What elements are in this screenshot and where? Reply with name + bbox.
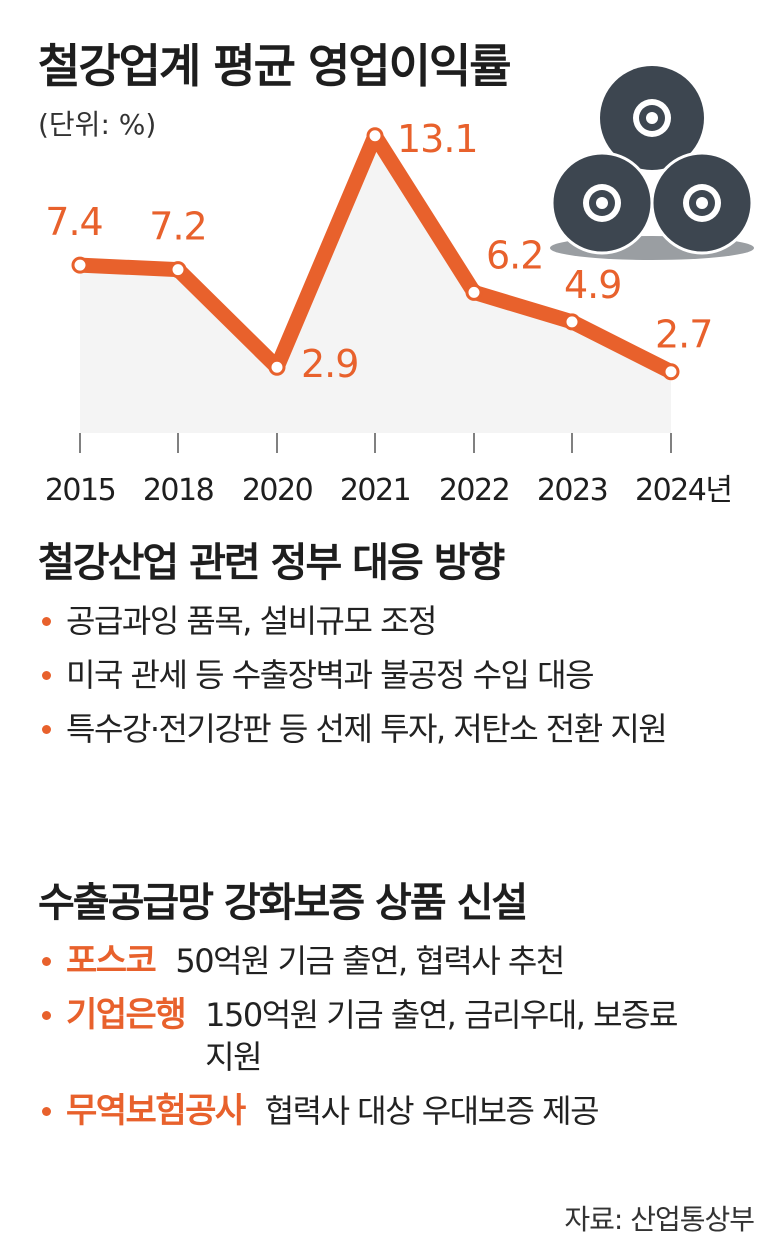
- x-tick-label: 2022: [439, 473, 509, 508]
- value-label: 6.2: [486, 233, 543, 277]
- x-tick-label: 2018: [143, 473, 214, 508]
- org-name: 무역보험공사: [66, 1091, 246, 1131]
- steel-coils-icon: [550, 66, 754, 260]
- x-tick-lines: [79, 433, 672, 453]
- policy-section-title: 철강산업 관련 정부 대응 방향: [38, 540, 505, 586]
- x-tick-label: 2020: [242, 473, 313, 508]
- data-point: [169, 261, 187, 279]
- guarantee-item: 무역보험공사 협력사 대상 우대보증 제공: [38, 1090, 758, 1132]
- chart-area-fill: [80, 135, 671, 433]
- coil-left: [550, 151, 654, 255]
- x-tick-label: 2021: [340, 473, 410, 508]
- x-tick-label: 2024년: [635, 473, 731, 508]
- org-name: 기업은행: [66, 995, 187, 1035]
- data-point: [662, 363, 680, 381]
- guarantee-section: 수출공급망 강화보증 상품 신설 포스코 50억원 기금 출연, 협력사 추천 …: [38, 870, 758, 1132]
- guarantee-item: 포스코 50억원 기금 출연, 협력사 추천: [38, 940, 758, 982]
- value-label: 4.9: [564, 263, 621, 307]
- org-description: 50억원 기금 출연, 협력사 추천: [175, 942, 565, 980]
- policy-item: 공급과잉 품목, 설비규모 조정: [38, 600, 758, 642]
- coil-right: [650, 151, 754, 255]
- coil-top: [600, 66, 704, 170]
- value-label: 2.7: [655, 313, 712, 357]
- source-note: 자료: 산업통상부: [564, 1203, 755, 1236]
- guarantee-item: 기업은행 150억원 기금 출연, 금리우대, 보증료 지원: [38, 994, 758, 1078]
- guarantee-section-title: 수출공급망 강화보증 상품 신설: [38, 880, 528, 926]
- value-label: 7.2: [149, 205, 206, 249]
- unit-label: (단위: %): [38, 108, 157, 141]
- data-point: [268, 358, 286, 376]
- data-point: [366, 127, 384, 145]
- policy-list: 공급과잉 품목, 설비규모 조정 미국 관세 등 수출장벽과 불공정 수입 대응…: [38, 600, 758, 750]
- x-tick-label: 2015: [45, 473, 115, 508]
- data-point: [465, 283, 483, 301]
- policy-item: 특수강·전기강판 등 선제 투자, 저탄소 전환 지원: [38, 708, 758, 750]
- data-point: [71, 256, 89, 274]
- value-label: 2.9: [301, 342, 358, 386]
- policy-section: 철강산업 관련 정부 대응 방향 공급과잉 품목, 설비규모 조정 미국 관세 …: [38, 530, 758, 750]
- x-tick-label: 2023: [537, 473, 607, 508]
- data-point: [563, 313, 581, 331]
- value-label: 13.1: [397, 117, 478, 161]
- value-label: 7.4: [45, 200, 102, 244]
- guarantee-list: 포스코 50억원 기금 출연, 협력사 추천 기업은행 150억원 기금 출연,…: [38, 940, 758, 1132]
- line-chart: 7.4 7.2 2.9 13.1 6.2 4.9 2.7 2015 2018 2020 2021 2…: [45, 66, 754, 508]
- policy-item: 미국 관세 등 수출장벽과 불공정 수입 대응: [38, 654, 758, 696]
- org-description: 150억원 기금 출연, 금리우대, 보증료 지원: [205, 996, 678, 1076]
- org-name: 포스코: [66, 941, 157, 981]
- org-description: 협력사 대상 우대보증 제공: [264, 1092, 600, 1130]
- chart-title: 철강업계 평균 영업이익률: [38, 39, 512, 93]
